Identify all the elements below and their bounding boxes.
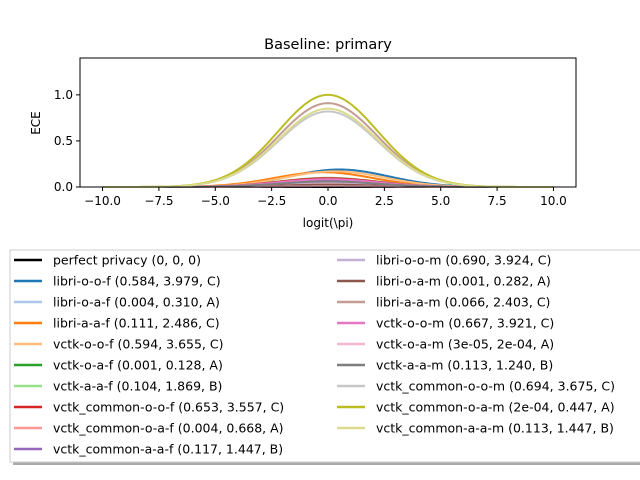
legend: perfect privacy (0, 0, 0) libri-o-o-f (0.… [9,249,640,465]
legend-label: vctk_common-o-o-f (0.653, 3.557, C) [53,400,284,415]
x-tick-label: 0.0 [318,194,337,208]
legend-label: vctk_common-a-a-m (0.113, 1.447, B) [376,421,614,436]
legend-label: vctk-o-o-f (0.594, 3.655, C) [53,337,223,352]
axes: −10.0 −7.5 −5.0 −2.5 0.0 2.5 5.0 7.5 10.0 0.0 0.5 1… [54,57,577,208]
x-tick-label: −7.5 [144,194,173,208]
legend-label: vctk_common-a-a-f (0.117, 1.447, B) [53,442,283,457]
legend-label: libri-o-o-m (0.690, 3.924, C) [376,253,551,268]
x-axis-label: logit(\pi) [303,216,354,230]
y-tick-label: 0.0 [54,180,73,194]
x-tick-label: 7.5 [488,194,507,208]
legend-label: libri-a-a-m (0.066, 2.403, C) [376,295,550,310]
y-axis-label: ECE [29,111,43,135]
legend-label: vctk_common-o-a-f (0.004, 0.668, A) [53,421,284,436]
legend-label: libri-o-a-f (0.004, 0.310, A) [53,295,220,310]
y-tick-label: 0.5 [54,134,73,148]
chart-title: Baseline: primary [264,37,392,53]
legend-label: vctk-a-a-m (0.113, 1.240, B) [376,358,553,373]
legend-label: vctk-a-a-f (0.104, 1.869, B) [53,379,222,394]
legend-label: vctk-o-a-m (3e-05, 2e-04, A) [376,337,554,352]
x-tick-label: 5.0 [431,194,450,208]
x-tick-label: −10.0 [84,194,121,208]
x-tick-label: −2.5 [257,194,286,208]
x-tick-label: −5.0 [201,194,230,208]
legend-label: vctk-o-a-f (0.001, 0.128, A) [53,358,223,373]
legend-label: perfect privacy (0, 0, 0) [53,253,201,268]
series-line-18 [102,107,554,188]
legend-label: vctk_common-o-a-m (2e-04, 0.447, A) [376,400,615,415]
legend-frame [9,249,640,463]
legend-label: libri-a-a-f (0.111, 2.486, C) [53,316,220,331]
y-tick-label: 1.0 [54,88,73,102]
legend-label: libri-o-a-m (0.001, 0.282, A) [376,274,551,289]
x-tick-label: 10.0 [540,194,567,208]
legend-label: libri-o-o-f (0.584, 3.979, C) [53,274,221,289]
x-tick-label: 2.5 [375,194,394,208]
legend-label: vctk-o-o-m (0.667, 3.921, C) [376,316,554,331]
legend-label: vctk_common-o-o-m (0.694, 3.675, C) [376,379,615,394]
